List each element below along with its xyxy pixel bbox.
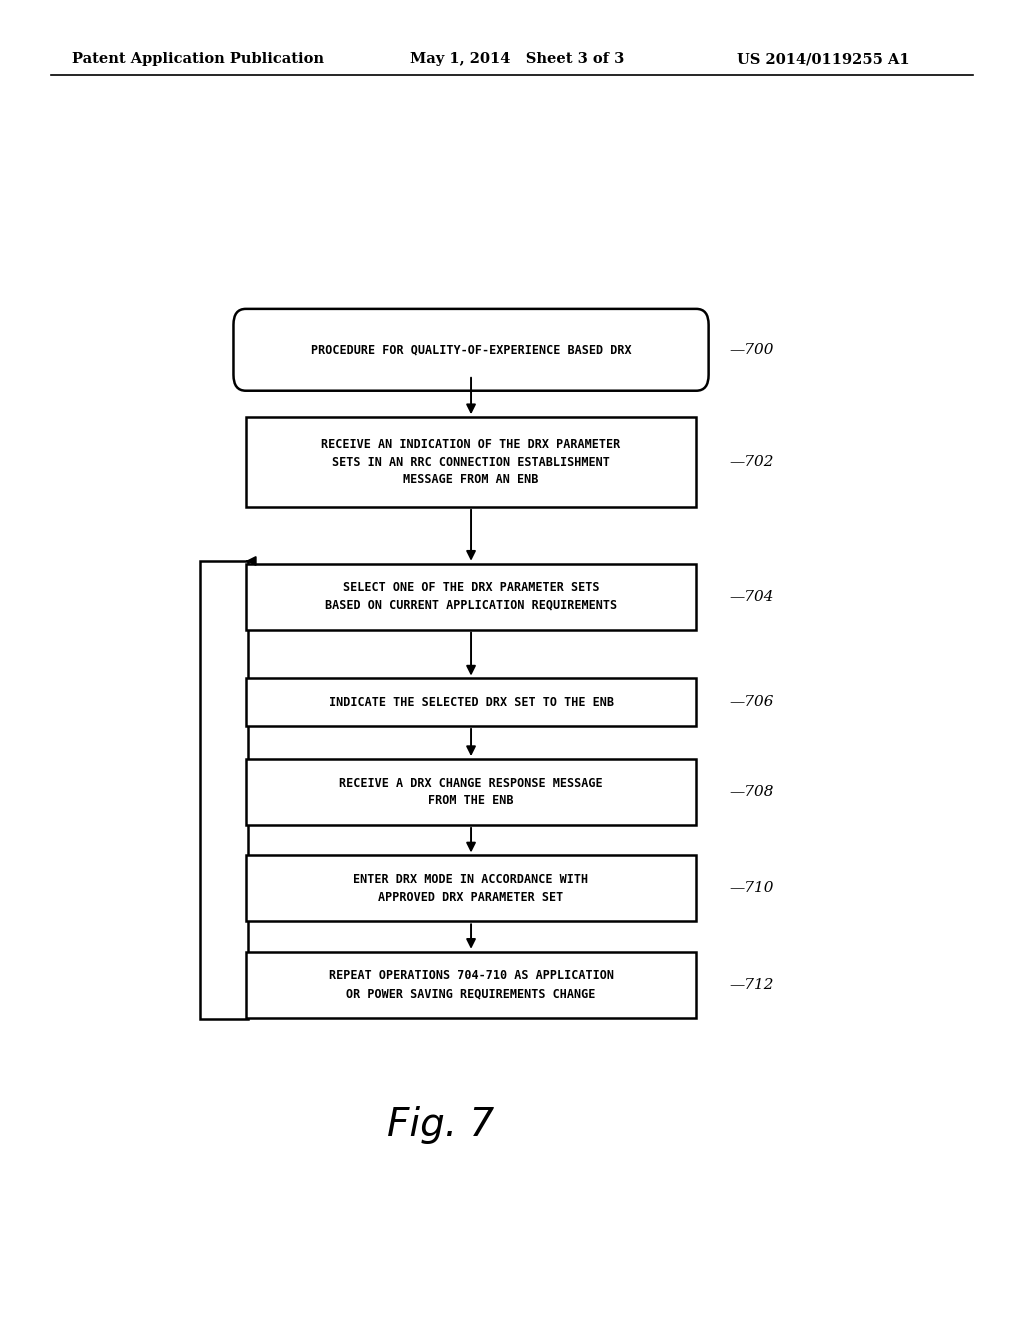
- Text: —702: —702: [729, 455, 773, 469]
- Bar: [246, 759, 696, 825]
- Text: RECEIVE AN INDICATION OF THE DRX PARAMETER
SETS IN AN RRC CONNECTION ESTABLISHME: RECEIVE AN INDICATION OF THE DRX PARAMET…: [322, 438, 621, 486]
- Text: —704: —704: [729, 590, 773, 603]
- Bar: [246, 952, 696, 1018]
- Text: —712: —712: [729, 978, 773, 991]
- Text: Patent Application Publication: Patent Application Publication: [72, 53, 324, 66]
- Bar: [246, 564, 696, 630]
- Text: PROCEDURE FOR QUALITY-OF-EXPERIENCE BASED DRX: PROCEDURE FOR QUALITY-OF-EXPERIENCE BASE…: [310, 343, 632, 356]
- Text: ENTER DRX MODE IN ACCORDANCE WITH
APPROVED DRX PARAMETER SET: ENTER DRX MODE IN ACCORDANCE WITH APPROV…: [353, 873, 589, 904]
- Text: US 2014/0119255 A1: US 2014/0119255 A1: [737, 53, 910, 66]
- Bar: [200, 561, 248, 1019]
- Bar: [246, 417, 696, 507]
- Text: —710: —710: [729, 882, 773, 895]
- Bar: [246, 678, 696, 726]
- Text: Fig. 7: Fig. 7: [387, 1106, 494, 1143]
- Text: INDICATE THE SELECTED DRX SET TO THE ENB: INDICATE THE SELECTED DRX SET TO THE ENB: [329, 696, 613, 709]
- Bar: [246, 855, 696, 921]
- FancyBboxPatch shape: [233, 309, 709, 391]
- Text: RECEIVE A DRX CHANGE RESPONSE MESSAGE
FROM THE ENB: RECEIVE A DRX CHANGE RESPONSE MESSAGE FR…: [339, 776, 603, 808]
- Text: —700: —700: [729, 343, 773, 356]
- Text: —706: —706: [729, 696, 773, 709]
- Text: —708: —708: [729, 785, 773, 799]
- Text: SELECT ONE OF THE DRX PARAMETER SETS
BASED ON CURRENT APPLICATION REQUIREMENTS: SELECT ONE OF THE DRX PARAMETER SETS BAS…: [325, 581, 617, 612]
- Text: REPEAT OPERATIONS 704-710 AS APPLICATION
OR POWER SAVING REQUIREMENTS CHANGE: REPEAT OPERATIONS 704-710 AS APPLICATION…: [329, 969, 613, 1001]
- Text: May 1, 2014   Sheet 3 of 3: May 1, 2014 Sheet 3 of 3: [410, 53, 624, 66]
